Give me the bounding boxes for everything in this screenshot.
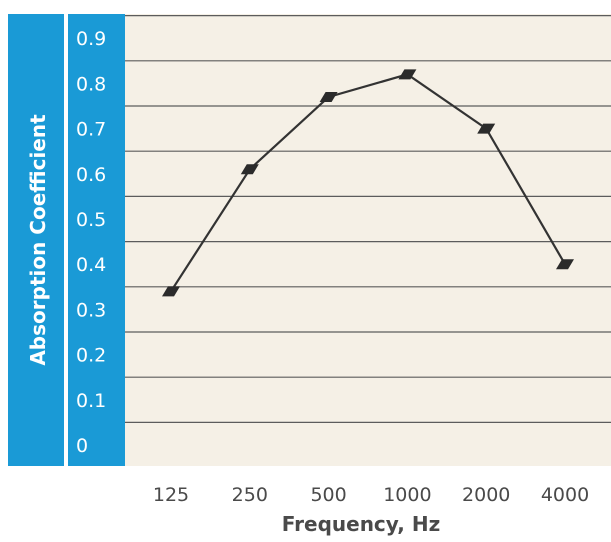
y-tick-label: 0.5 <box>76 209 106 231</box>
y-tick-label: 0.4 <box>76 254 106 276</box>
plot-area <box>124 14 611 466</box>
series <box>162 69 574 297</box>
x-tick-label: 500 <box>310 484 346 506</box>
data-point <box>556 259 574 270</box>
x-tick-label: 125 <box>153 484 189 506</box>
data-point <box>240 164 259 175</box>
x-tick-labels: 125 250 500 1000 2000 4000 <box>153 484 589 506</box>
y-tick-label: 0.3 <box>76 299 106 321</box>
data-point <box>477 123 496 134</box>
y-tick-label: 0.2 <box>76 345 106 367</box>
data-point <box>162 286 180 297</box>
y-axis-divider <box>64 14 68 466</box>
y-tick-label: 0.1 <box>76 390 106 412</box>
x-tick-label: 4000 <box>541 484 589 506</box>
y-tick-label: 0.7 <box>76 119 106 141</box>
y-tick-label: 0 <box>76 435 88 457</box>
y-axis-label: Absorption Coefficient <box>26 114 50 366</box>
data-point <box>398 69 417 80</box>
grid <box>68 14 611 423</box>
series-line <box>170 73 566 292</box>
x-tick-label: 250 <box>232 484 268 506</box>
y-tick-label: 0.6 <box>76 164 106 186</box>
y-tick-label: 0.9 <box>76 28 106 50</box>
y-tick-label: 0.8 <box>76 73 106 95</box>
y-tick-labels: 0 0.1 0.2 0.3 0.4 0.5 0.6 0.7 0.8 0.9 <box>76 28 106 457</box>
x-tick-label: 1000 <box>383 484 431 506</box>
x-tick-label: 2000 <box>462 484 510 506</box>
x-axis-label: Frequency, Hz <box>282 512 440 536</box>
data-point <box>319 91 338 102</box>
